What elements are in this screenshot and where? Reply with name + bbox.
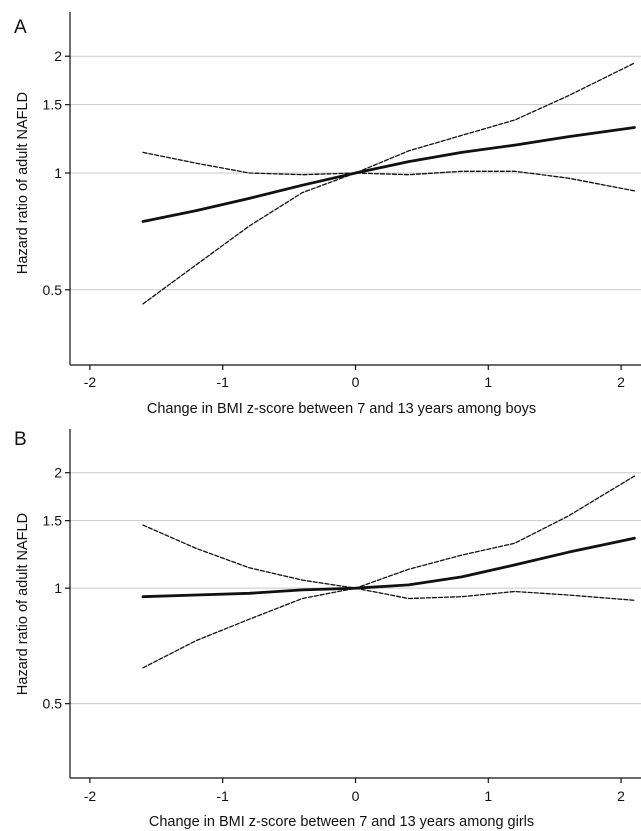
panel-label: B [14, 429, 27, 450]
panel-A: 0.5 1 1.5 2 -2 -1 0 1 2 Change in BMI z-score bet… [14, 12, 641, 417]
x-tick-label: 2 [617, 788, 625, 804]
lower-ci-line [142, 170, 636, 305]
y-tick-label: 1 [54, 165, 62, 181]
y-axis-title: Hazard ratio of adult NAFLD [15, 513, 31, 695]
x-tick-label: -1 [216, 374, 229, 390]
upper-ci-line [142, 62, 636, 176]
x-tick-label: -2 [84, 788, 97, 804]
x-tick-label: 1 [484, 788, 492, 804]
upper-ci-line [142, 475, 636, 589]
panel-label: A [14, 17, 27, 38]
y-tick-label: 2 [54, 465, 62, 481]
y-tick-label: 1.5 [43, 513, 63, 529]
estimate-line [141, 126, 636, 223]
x-axis-title: Change in BMI z-score between 7 and 13 y… [147, 401, 536, 417]
x-tick-label: 0 [352, 788, 360, 804]
x-tick-label: -2 [84, 374, 97, 390]
y-tick-label: 0.5 [43, 696, 63, 712]
x-tick-label: -1 [216, 788, 229, 804]
y-tick-label: 1 [54, 580, 62, 596]
x-tick-label: 1 [484, 374, 492, 390]
x-axis-title: Change in BMI z-score between 7 and 13 y… [149, 814, 534, 830]
y-tick-label: 2 [54, 48, 62, 64]
x-tick-label: 0 [352, 374, 360, 390]
y-tick-label: 0.5 [43, 282, 63, 298]
y-tick-label: 1.5 [43, 97, 63, 113]
y-axis-title: Hazard ratio of adult NAFLD [15, 92, 31, 274]
lower-ci-line [142, 587, 636, 669]
panel-B: 0.5 1 1.5 2 -2 -1 0 1 2 Change in BMI z-score bet… [14, 429, 641, 830]
estimate-line [141, 536, 636, 599]
x-tick-label: 2 [617, 374, 625, 390]
